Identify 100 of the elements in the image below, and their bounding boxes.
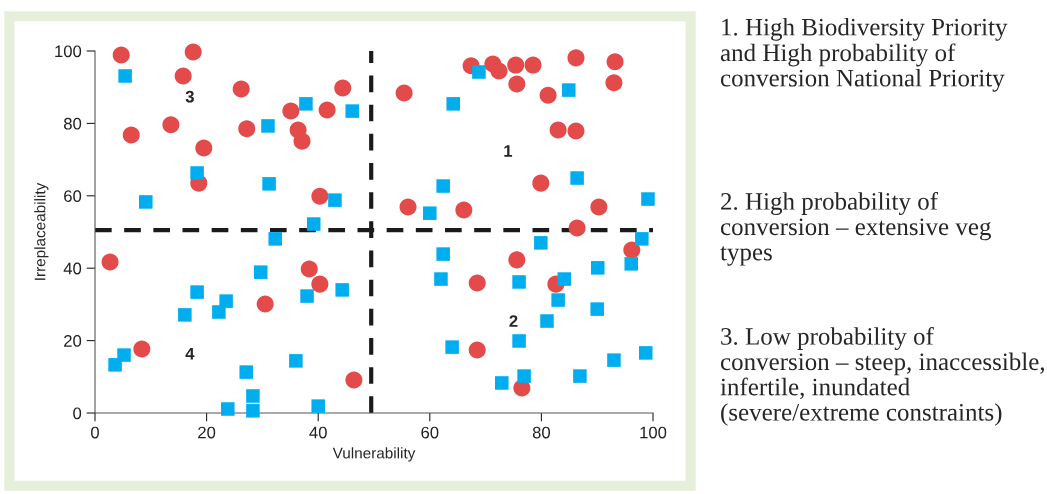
- x-tick-label: 40: [309, 426, 327, 439]
- point: [539, 86, 557, 104]
- point: [395, 84, 413, 102]
- point: [139, 195, 153, 209]
- point: [246, 404, 260, 418]
- point: [174, 67, 192, 85]
- annotation: 1: [504, 145, 513, 157]
- point: [638, 346, 653, 360]
- annotation: 3: [185, 90, 194, 103]
- point: [299, 97, 313, 111]
- point: [328, 193, 342, 207]
- point: [118, 69, 132, 83]
- point: [256, 295, 274, 313]
- point: [490, 62, 508, 80]
- point: [635, 232, 649, 246]
- y-tick-label: 0: [73, 407, 82, 420]
- point: [551, 293, 565, 307]
- point: [334, 79, 352, 97]
- point: [399, 198, 417, 216]
- point: [162, 116, 180, 134]
- y-tick-label: 20: [64, 335, 82, 347]
- point: [122, 126, 140, 144]
- point: [300, 289, 314, 303]
- annotation: 4: [185, 347, 195, 360]
- annotation: 2: [509, 315, 518, 327]
- point: [508, 251, 526, 269]
- point: [512, 275, 526, 289]
- point: [567, 49, 585, 67]
- point: [507, 56, 525, 74]
- point: [540, 314, 554, 328]
- point: [195, 139, 213, 157]
- point: [238, 120, 256, 138]
- y-axis-title: Irreplaceability: [34, 182, 49, 280]
- point: [293, 132, 311, 150]
- point: [318, 101, 336, 119]
- point: [311, 275, 329, 293]
- point: [468, 341, 486, 359]
- point: [570, 171, 584, 185]
- point: [178, 308, 192, 322]
- point: [534, 236, 548, 250]
- point: [190, 285, 204, 299]
- point: [624, 257, 639, 271]
- point: [567, 122, 585, 140]
- point: [335, 283, 349, 297]
- point: [112, 46, 130, 64]
- point: [532, 174, 550, 192]
- point: [345, 371, 363, 389]
- y-tick-label: 60: [64, 190, 82, 202]
- y-tick-label: 100: [55, 45, 82, 58]
- point: [262, 177, 276, 191]
- point: [607, 353, 621, 367]
- point: [133, 340, 151, 358]
- point: [117, 348, 131, 362]
- point: [557, 272, 572, 286]
- point: [446, 97, 460, 111]
- point: [268, 232, 282, 246]
- point: [455, 201, 473, 219]
- point: [311, 187, 329, 205]
- point: [590, 302, 604, 316]
- y-tick-label: 80: [63, 117, 82, 130]
- text: 1. High Biodiversity Priority and High probability of conversion National Priority: [720, 18, 1008, 92]
- point: [239, 365, 253, 379]
- point: [212, 305, 226, 319]
- point: [517, 369, 531, 383]
- text: 2. High probability of conversion – extensive veg types: [720, 192, 991, 266]
- point: [590, 198, 608, 216]
- text: 3. Low probability of conversion – steep, inaccessible, infertile, inundated (severe/extreme constraints): [720, 327, 1045, 426]
- point: [232, 80, 250, 98]
- point: [221, 402, 235, 416]
- point: [190, 166, 204, 180]
- point: [282, 102, 300, 120]
- x-tick-label: 0: [91, 426, 99, 439]
- point: [561, 83, 576, 97]
- point: [508, 75, 526, 93]
- x-tick-label: 20: [198, 426, 216, 439]
- point: [472, 65, 486, 79]
- x-tick-label: 80: [532, 426, 551, 439]
- point: [300, 260, 318, 278]
- point: [573, 369, 587, 383]
- point: [524, 56, 542, 74]
- point: [289, 354, 303, 368]
- point: [468, 274, 486, 292]
- point: [306, 217, 321, 231]
- point: [605, 74, 623, 92]
- point: [246, 389, 260, 403]
- point: [423, 206, 437, 220]
- point: [641, 192, 655, 206]
- y-tick-label: 40: [63, 262, 82, 275]
- x-axis-title: Vulnerability: [332, 447, 416, 462]
- point: [606, 53, 624, 71]
- point: [549, 121, 567, 139]
- point: [445, 340, 459, 354]
- point: [261, 119, 275, 133]
- point: [495, 376, 509, 390]
- point: [568, 219, 586, 237]
- x-tick-label: 100: [640, 426, 667, 439]
- point: [345, 104, 360, 118]
- x-tick-label: 60: [421, 426, 439, 439]
- point: [101, 253, 119, 271]
- point: [512, 334, 526, 348]
